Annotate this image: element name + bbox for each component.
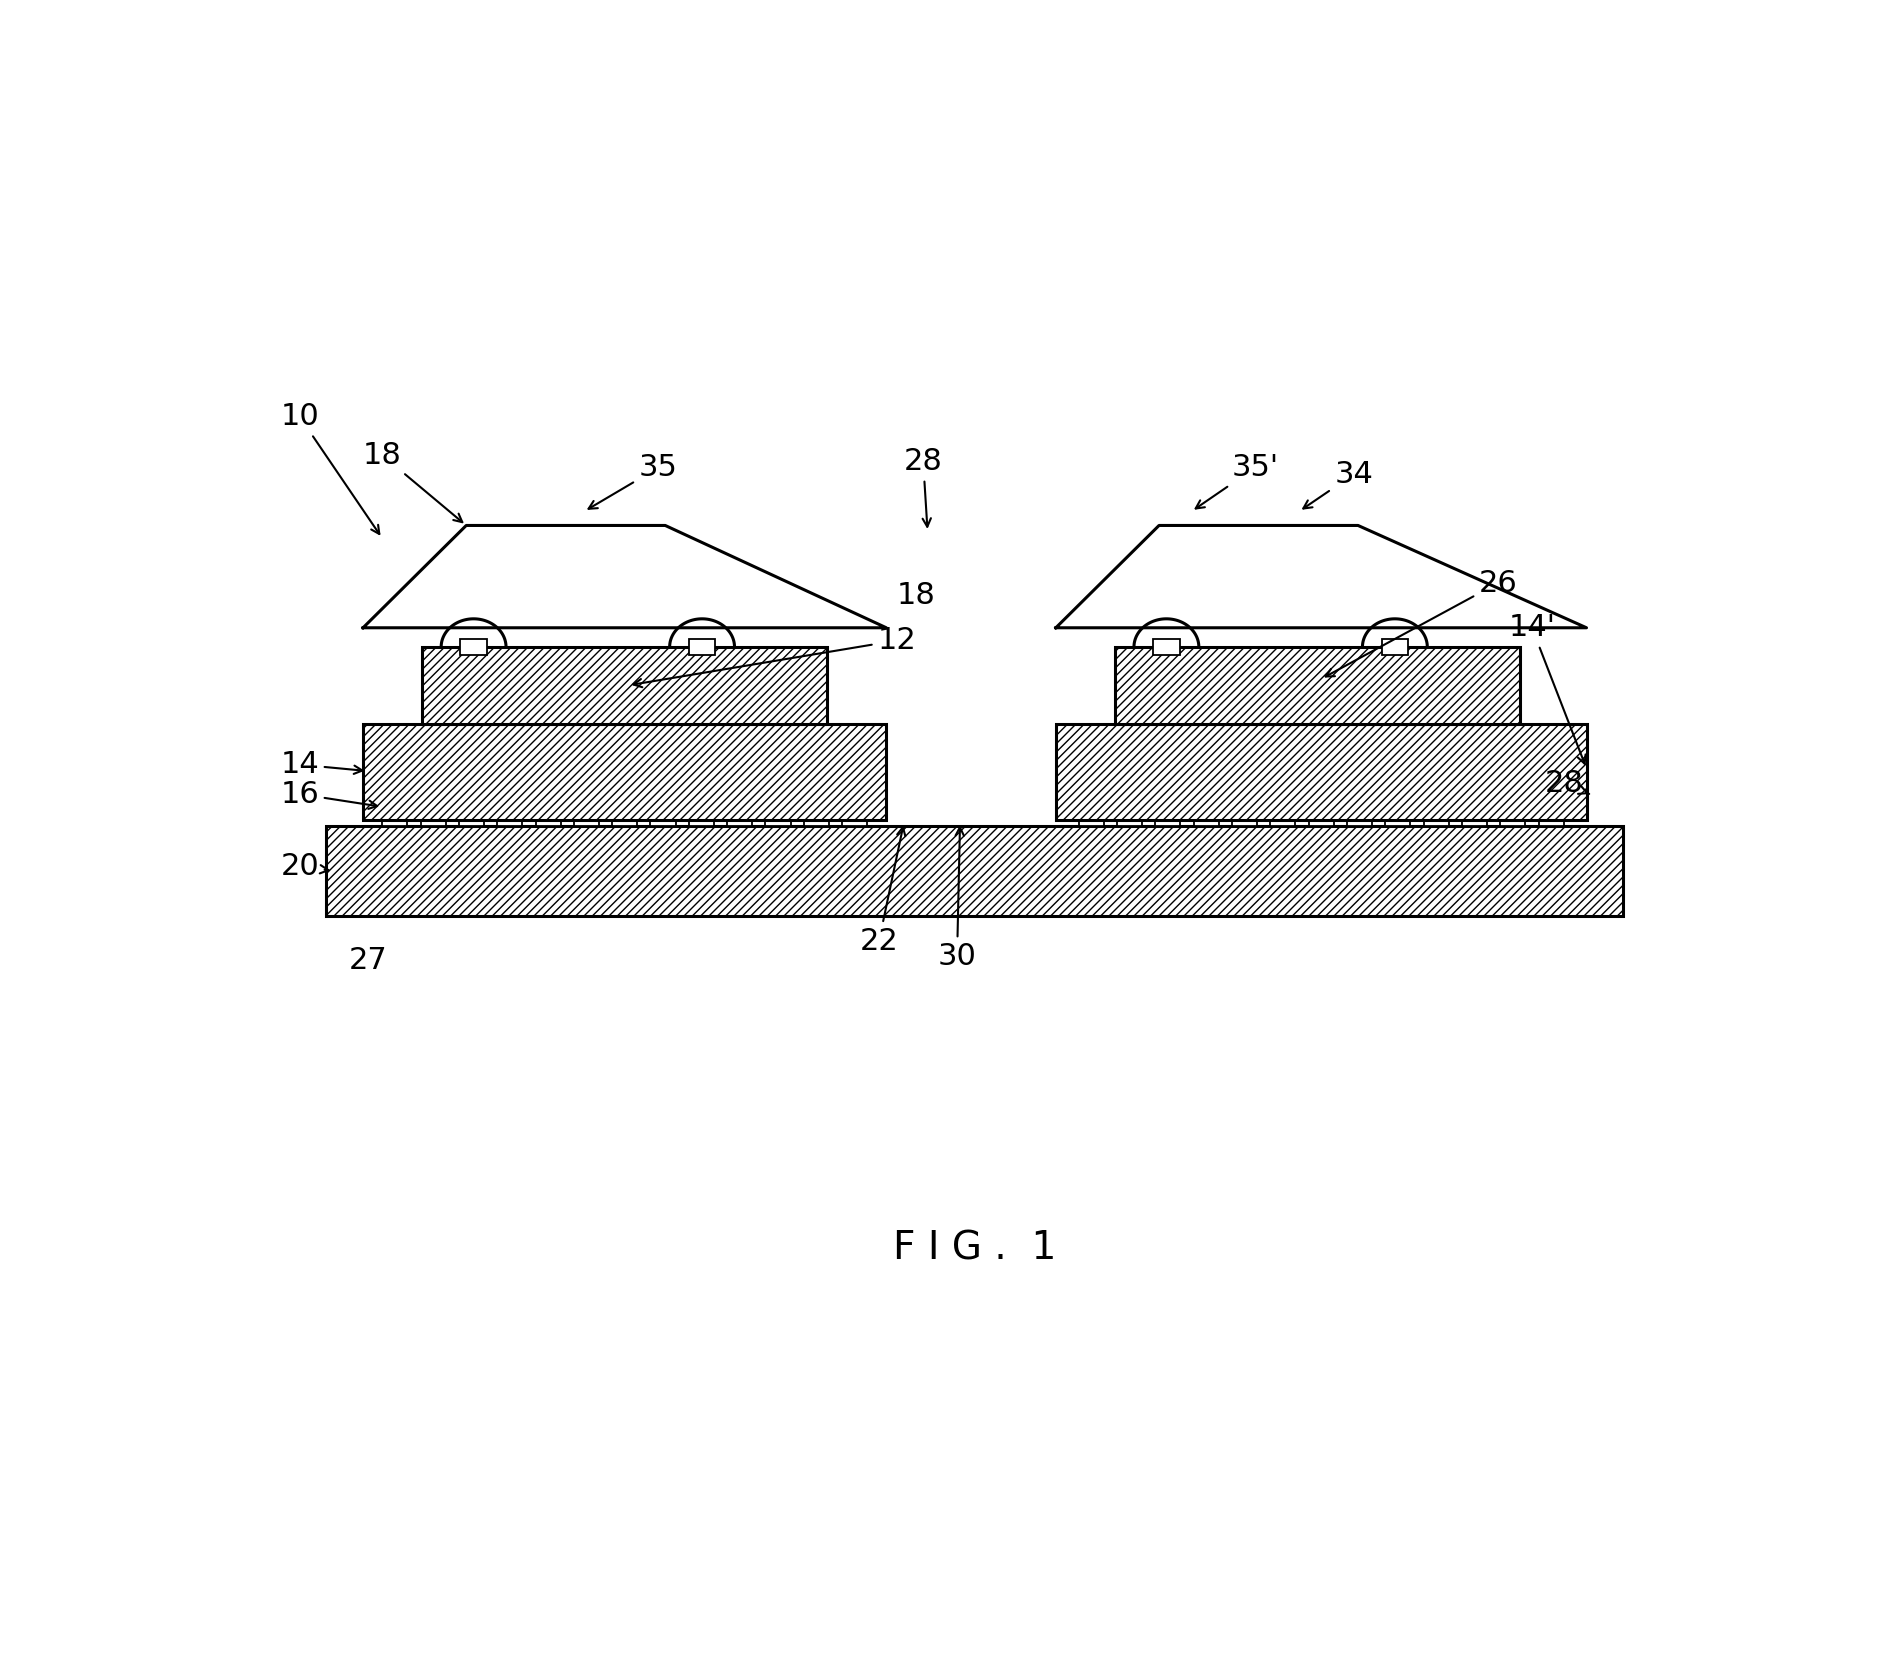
Text: 16: 16 xyxy=(280,779,377,809)
Text: 34: 34 xyxy=(1303,460,1373,508)
Bar xyxy=(612,777,637,826)
Bar xyxy=(1463,777,1487,826)
Bar xyxy=(496,777,523,826)
Bar xyxy=(327,826,1622,915)
Bar xyxy=(536,777,561,826)
Text: 27: 27 xyxy=(348,945,386,975)
Text: F I G .  1: F I G . 1 xyxy=(894,1229,1056,1267)
Text: 12: 12 xyxy=(633,626,917,688)
Bar xyxy=(1501,777,1525,826)
Bar xyxy=(1078,777,1103,826)
Text: 14': 14' xyxy=(1508,613,1586,764)
Bar xyxy=(1381,639,1407,654)
Bar xyxy=(1115,648,1520,724)
Bar xyxy=(382,777,407,826)
Bar xyxy=(1153,639,1179,654)
Bar xyxy=(805,777,829,826)
Bar xyxy=(1309,777,1333,826)
Bar xyxy=(765,777,791,826)
Text: 14: 14 xyxy=(280,751,363,779)
Bar xyxy=(1347,777,1371,826)
Bar xyxy=(843,777,867,826)
Text: 20: 20 xyxy=(280,852,329,882)
Bar xyxy=(1271,777,1295,826)
Bar xyxy=(422,648,827,724)
Bar xyxy=(574,777,599,826)
Bar xyxy=(1116,777,1141,826)
Bar xyxy=(1194,777,1219,826)
Text: 22: 22 xyxy=(860,827,905,955)
Text: 35: 35 xyxy=(588,453,677,508)
Bar xyxy=(1539,777,1563,826)
Bar xyxy=(1385,777,1411,826)
Bar xyxy=(650,777,675,826)
Text: 35': 35' xyxy=(1196,453,1278,508)
Text: 10: 10 xyxy=(280,402,378,535)
Bar xyxy=(689,639,715,654)
Bar xyxy=(689,777,713,826)
Bar xyxy=(1423,777,1449,826)
Bar xyxy=(460,639,487,654)
Bar xyxy=(458,777,483,826)
Text: 18: 18 xyxy=(363,440,462,522)
Text: 28: 28 xyxy=(1544,769,1590,799)
Polygon shape xyxy=(363,525,886,628)
Bar xyxy=(420,777,445,826)
Text: 28: 28 xyxy=(903,447,943,527)
Text: 26: 26 xyxy=(1326,568,1518,676)
Bar xyxy=(1155,777,1181,826)
Bar xyxy=(1056,724,1586,819)
Bar xyxy=(363,724,886,819)
Polygon shape xyxy=(1056,525,1586,628)
Text: 18: 18 xyxy=(896,581,936,610)
Bar xyxy=(1232,777,1257,826)
Bar xyxy=(727,777,751,826)
Text: 30: 30 xyxy=(938,827,976,972)
